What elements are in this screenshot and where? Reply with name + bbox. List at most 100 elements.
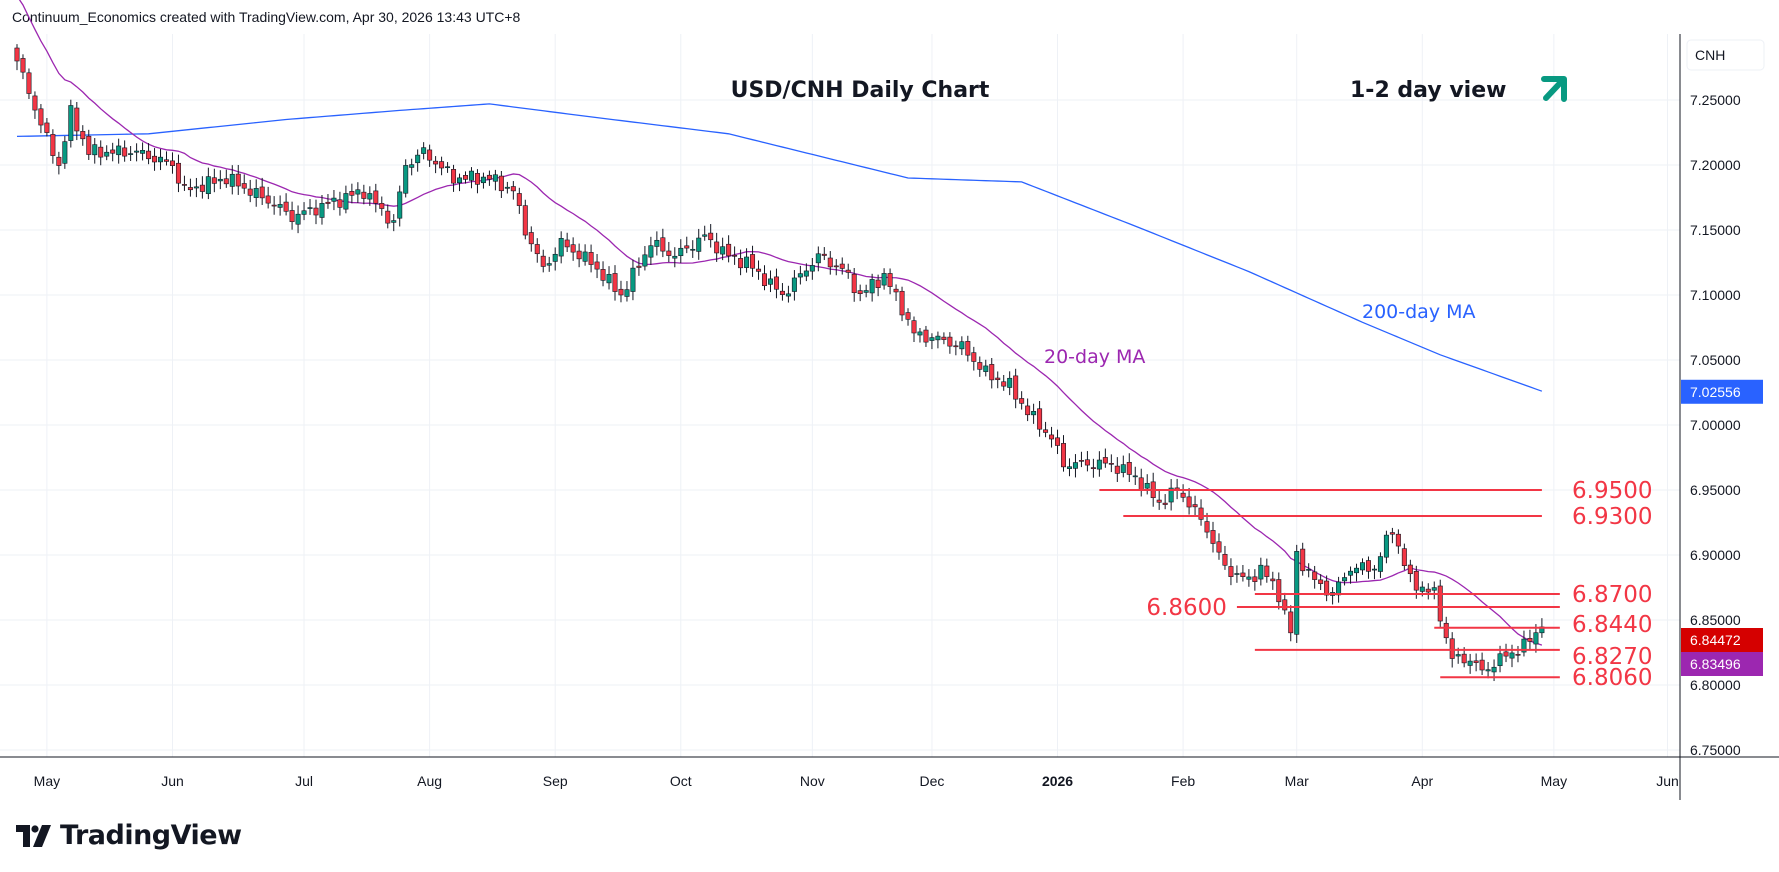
candle xyxy=(492,169,498,191)
candle xyxy=(1306,563,1312,578)
level-label: 6.8600 xyxy=(1146,595,1226,621)
time-tick-label: Sep xyxy=(543,773,568,789)
candle xyxy=(648,236,654,265)
time-axis[interactable]: May Jun Jul Aug Sep Oct Nov Dec 2026 Feb Mar Apr May… xyxy=(34,773,1679,789)
candle xyxy=(1377,552,1383,578)
candle xyxy=(504,181,510,194)
price-axis[interactable]: 7.25000 7.20000 7.15000 7.10000 7.05000 7.000… xyxy=(1690,92,1741,758)
candle xyxy=(738,249,744,276)
candle-body xyxy=(767,278,773,285)
candle-body xyxy=(355,189,361,195)
candle-body xyxy=(582,251,588,262)
candle-body xyxy=(92,144,98,156)
price-tick-label: 6.75000 xyxy=(1690,742,1741,758)
candle xyxy=(468,167,474,189)
candle-body xyxy=(1497,653,1503,667)
candles xyxy=(14,44,1545,682)
candle-body xyxy=(80,131,86,140)
candle xyxy=(1066,458,1072,477)
candle xyxy=(791,270,797,301)
tradingview-logo[interactable]: TradingView xyxy=(16,820,242,851)
candle xyxy=(1467,653,1473,674)
candle-body xyxy=(211,177,217,184)
time-tick-label: Nov xyxy=(800,773,825,789)
candle xyxy=(1216,533,1222,560)
candle-body xyxy=(32,95,38,111)
price-tick-label: 6.85000 xyxy=(1690,612,1741,628)
candle xyxy=(1354,563,1360,582)
candle xyxy=(68,99,74,148)
candle xyxy=(1108,454,1114,473)
candle-body xyxy=(1324,580,1330,596)
currency-button[interactable] xyxy=(1686,39,1765,71)
candle-body xyxy=(821,253,827,256)
candle-body xyxy=(1144,482,1150,489)
candle xyxy=(1078,451,1084,468)
candle xyxy=(540,249,546,273)
candle-body xyxy=(977,362,983,370)
candle-body xyxy=(1007,377,1013,388)
candle xyxy=(1371,565,1377,580)
candle-body xyxy=(648,245,654,258)
candle xyxy=(14,44,20,71)
candle xyxy=(1096,451,1102,477)
candle-body xyxy=(1473,660,1479,663)
candle-body xyxy=(217,178,223,182)
candle xyxy=(612,265,618,301)
candle xyxy=(1348,566,1354,584)
candle-body xyxy=(1312,571,1318,580)
candle xyxy=(600,261,606,287)
candle-body xyxy=(947,336,953,347)
candle xyxy=(379,196,385,216)
candle-body xyxy=(1533,632,1539,645)
candle xyxy=(1061,435,1067,472)
candle-body xyxy=(1186,496,1192,508)
candle xyxy=(947,332,953,354)
candle-body xyxy=(98,146,104,158)
candle xyxy=(164,151,170,166)
candle xyxy=(140,142,146,161)
candle-body xyxy=(815,253,821,264)
candle xyxy=(355,182,361,204)
candle xyxy=(767,270,773,293)
candle-body xyxy=(1066,466,1072,469)
candle xyxy=(935,331,941,349)
candle-body xyxy=(1300,548,1306,572)
price-badge xyxy=(1681,652,1763,676)
candle xyxy=(857,284,863,302)
candle-body xyxy=(1037,408,1043,430)
candle xyxy=(1365,556,1371,579)
candle-body xyxy=(1264,565,1270,577)
time-tick-label: May xyxy=(34,773,60,789)
candle xyxy=(301,202,307,221)
candle-body xyxy=(480,176,486,184)
candle-body xyxy=(1180,492,1186,498)
candle xyxy=(104,145,110,161)
time-tick-label: Jun xyxy=(1656,773,1679,789)
candle-body xyxy=(20,58,26,73)
candle-body xyxy=(534,244,540,255)
candle xyxy=(785,285,791,303)
candle xyxy=(1037,400,1043,437)
candle-body xyxy=(283,201,289,212)
candle-body xyxy=(522,205,528,236)
candle-body xyxy=(235,173,241,187)
candle-body xyxy=(690,248,696,251)
candle-body xyxy=(797,273,803,278)
candle-body xyxy=(1288,611,1294,634)
candle-body xyxy=(1503,651,1509,657)
candle-body xyxy=(1419,586,1425,592)
candle-body xyxy=(1527,637,1533,642)
time-tick-label: Jul xyxy=(295,773,313,789)
candle-body xyxy=(1204,521,1210,533)
candle-body xyxy=(289,210,295,222)
candle-body xyxy=(397,191,403,219)
candle xyxy=(217,170,223,190)
candle-body xyxy=(1401,548,1407,566)
candle xyxy=(480,172,486,189)
candle-body xyxy=(851,273,857,294)
candle-body xyxy=(1246,576,1252,580)
candle xyxy=(1503,643,1509,663)
candle-body xyxy=(1049,434,1055,440)
